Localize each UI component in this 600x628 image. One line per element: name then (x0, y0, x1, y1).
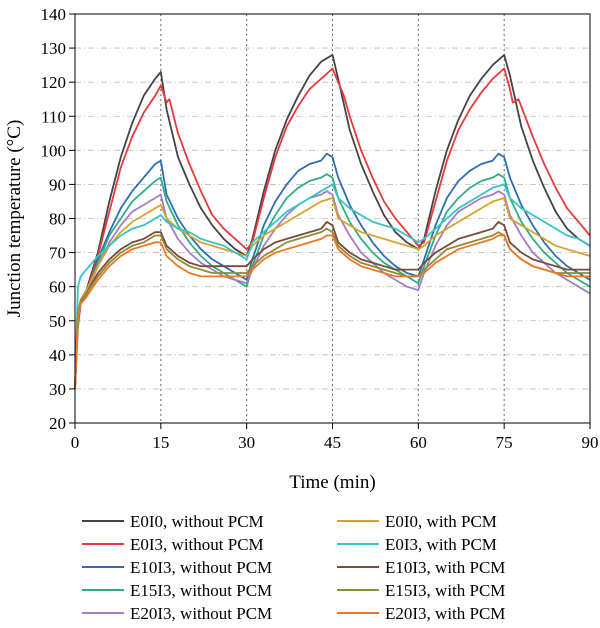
y-tick-label: 60 (49, 278, 66, 297)
axis-ticks: 20 30 40 50 60 70 80 90 100 110 120 130 140 0 15 30 45 60… (41, 5, 599, 452)
x-tick-label: 30 (238, 433, 255, 452)
series-line-8 (74, 227, 590, 386)
y-tick-label: 90 (49, 175, 66, 194)
y-tick-label: 140 (41, 5, 67, 24)
legend-label: E10I3, without PCM (130, 558, 272, 577)
legend-label: E20I3, with PCM (385, 604, 505, 623)
series-line-6 (74, 183, 591, 389)
x-axis-title: Time (min) (289, 472, 375, 493)
x-tick-label: 90 (582, 433, 599, 452)
y-tick-label: 40 (49, 346, 66, 365)
y-tick-label: 100 (41, 141, 67, 160)
y-axis-title: Junction temperature (°C) (4, 120, 25, 318)
series-line-2 (74, 152, 591, 386)
x-tick-label: 15 (152, 433, 169, 452)
y-tick-label: 120 (41, 73, 67, 92)
y-tick-label: 70 (49, 244, 66, 263)
series-line-0 (74, 54, 591, 389)
legend-label: E10I3, with PCM (385, 558, 505, 577)
legend-label: E20I3, without PCM (130, 604, 272, 623)
x-tick-label: 0 (71, 433, 80, 452)
legend-label: E15I3, without PCM (130, 581, 272, 600)
y-tick-label: 50 (49, 312, 66, 331)
y-tick-label: 130 (41, 39, 67, 58)
series-line-3 (74, 173, 591, 389)
y-tick-label: 30 (49, 380, 66, 399)
y-tick-label: 110 (41, 107, 66, 126)
x-tick-label: 75 (496, 433, 513, 452)
legend-label: E0I3, with PCM (385, 535, 497, 554)
y-tick-label: 20 (49, 414, 66, 433)
series-line-9 (74, 234, 590, 389)
series-line-7 (74, 221, 590, 389)
legend-label: E0I3, without PCM (130, 535, 264, 554)
x-tick-label: 60 (410, 433, 427, 452)
series-lines (74, 54, 591, 389)
series-line-5 (74, 197, 591, 389)
y-tick-label: 80 (49, 210, 66, 229)
legend-label: E15I3, with PCM (385, 581, 505, 600)
legend-label: E0I0, with PCM (385, 512, 497, 531)
x-tick-label: 45 (324, 433, 341, 452)
series-line-1 (74, 67, 591, 389)
legend: E0I0, without PCM E0I3, without PCM E10I3,… (82, 512, 505, 623)
legend-label: E0I0, without PCM (130, 512, 264, 531)
series-line-4 (74, 190, 591, 386)
